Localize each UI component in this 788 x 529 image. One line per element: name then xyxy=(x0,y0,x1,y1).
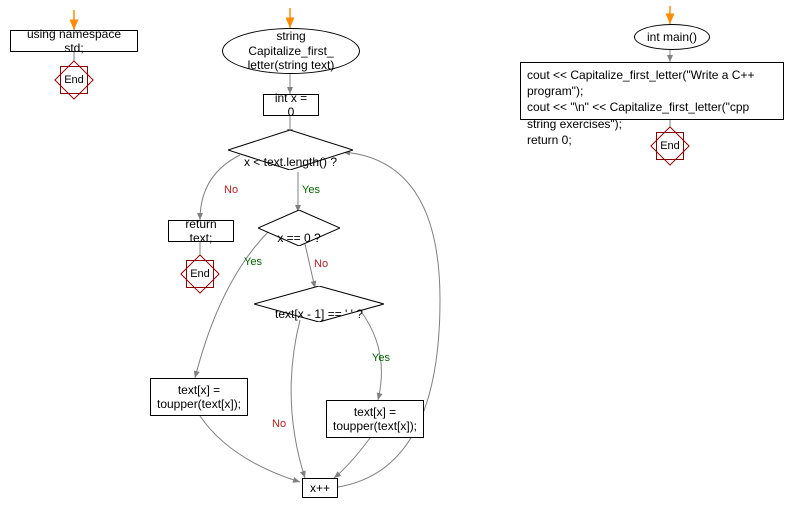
end-node-1: End xyxy=(60,66,88,94)
main-body-text: cout << Capitalize_first_letter("Write a… xyxy=(527,67,777,148)
label-no-3: No xyxy=(272,418,286,430)
cond-length-text: x < text.length() ? xyxy=(244,155,337,169)
return-text-node: return text; xyxy=(168,220,234,242)
label-yes-1: Yes xyxy=(302,184,320,196)
label-no-2: No xyxy=(314,258,328,270)
toupper1-node: text[x] = toupper(text[x]); xyxy=(150,378,248,416)
using-namespace-node: using namespace std; xyxy=(10,30,138,52)
int-x-node: int x = 0 xyxy=(263,94,319,116)
main-body-node: cout << Capitalize_first_letter("Write a… xyxy=(520,62,784,120)
cond-length-node: x < text.length() ? xyxy=(228,130,353,170)
capitalize-func-text: string Capitalize_first_ letter(string t… xyxy=(235,29,347,72)
label-yes-2: Yes xyxy=(244,256,262,268)
cond-space-node: text[x - 1] == ' ' ? xyxy=(254,286,384,322)
end-node-3: End xyxy=(656,132,684,160)
label-no-1: No xyxy=(224,184,238,196)
xpp-text: x++ xyxy=(310,481,330,495)
end-node-2: End xyxy=(186,260,214,288)
using-namespace-text: using namespace std; xyxy=(19,27,129,55)
int-main-text: int main() xyxy=(647,30,697,44)
cond-space-text: text[x - 1] == ' ' ? xyxy=(275,307,363,321)
xpp-node: x++ xyxy=(302,478,338,498)
int-main-node: int main() xyxy=(634,24,710,50)
toupper1-text: text[x] = toupper(text[x]); xyxy=(157,383,241,412)
cond-x0-text: x == 0 ? xyxy=(277,231,320,245)
label-yes-3: Yes xyxy=(372,352,390,364)
toupper2-node: text[x] = toupper(text[x]); xyxy=(326,400,424,438)
cond-x0-node: x == 0 ? xyxy=(258,210,340,246)
capitalize-func-node: string Capitalize_first_ letter(string t… xyxy=(222,28,360,74)
int-x-text: int x = 0 xyxy=(272,91,310,119)
return-text-text: return text; xyxy=(177,217,225,245)
toupper2-text: text[x] = toupper(text[x]); xyxy=(333,405,417,434)
